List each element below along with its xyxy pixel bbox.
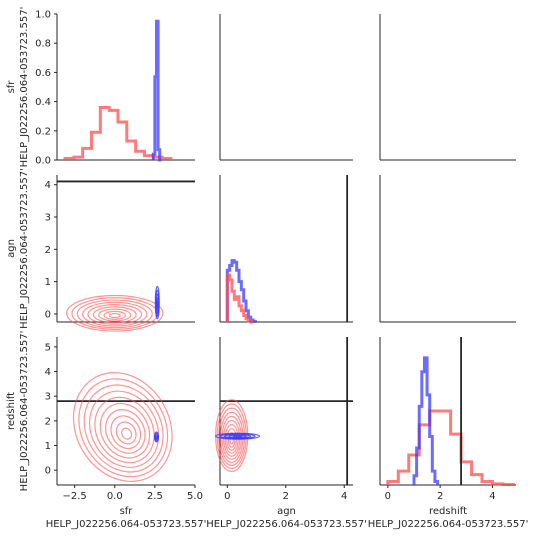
- sfr-agn-prior-contour: [87, 303, 143, 325]
- x-tick-label: 2.5: [147, 491, 163, 502]
- sfr-agn-prior-contour: [76, 299, 153, 329]
- agn-redshift-posterior-contour: [215, 432, 261, 440]
- sfr-redshift-prior-contour: [88, 390, 160, 468]
- sfr-redshift-prior-contour: [83, 384, 164, 473]
- x-axis-object-label: HELP_J022256.064-053723.557': [46, 519, 207, 530]
- y-tick-label: 3: [45, 392, 51, 403]
- y-tick-label: 1.0: [35, 10, 51, 21]
- redshift-prior-histogram: [386, 409, 515, 487]
- sfr-agn-posterior-contour: [154, 285, 160, 320]
- y-tick-label: 0.8: [35, 39, 51, 50]
- sfr-redshift-prior-contour: [94, 396, 155, 464]
- y-tick-label: 2: [45, 416, 51, 427]
- redshift-posterior-histogram: [412, 356, 440, 485]
- y-tick-label: 0.6: [35, 68, 51, 79]
- x-tick-label: 0: [224, 491, 230, 502]
- agn-prior-histogram: [225, 273, 254, 324]
- y-tick-label: 2: [45, 245, 51, 256]
- y-axis-object-label: HELP_J022256.064-053723.557': [19, 331, 30, 492]
- y-tick-label: 1: [45, 277, 51, 288]
- y-axis-object-label: HELP_J022256.064-053723.557': [19, 168, 30, 329]
- sfr-redshift-prior-contour: [72, 372, 173, 482]
- sfr-redshift-prior-contour: [110, 415, 142, 450]
- sfr-redshift-prior-contour: [78, 378, 169, 478]
- y-axis-label-agn: agn: [6, 239, 17, 258]
- x-axis-label-sfr: sfr: [120, 506, 134, 517]
- y-axis-label-sfr: sfr: [6, 80, 17, 94]
- x-tick-label: 5.0: [187, 491, 203, 502]
- y-axis-label-redshift: redshift: [6, 392, 17, 430]
- y-tick-label: 0: [45, 466, 51, 477]
- agn-redshift-prior-contour: [218, 407, 246, 466]
- y-tick-label: 3: [45, 213, 51, 224]
- sfr-redshift-posterior-contour: [153, 431, 160, 443]
- sfr-posterior-histogram: [151, 19, 162, 162]
- sfr-agn-prior-contour: [66, 294, 164, 332]
- x-tick-label: 4: [489, 491, 495, 502]
- y-axis-object-label: HELP_J022256.064-053723.557': [19, 7, 30, 168]
- agn-redshift-posterior-contour: [232, 435, 243, 438]
- y-tick-label: 0.4: [35, 97, 51, 108]
- sfr-agn-prior-contour: [103, 310, 127, 320]
- sfr-redshift-prior-contour: [105, 409, 146, 454]
- x-tick-label: −2.5: [63, 491, 87, 502]
- y-tick-label: 4: [45, 180, 51, 191]
- sfr-redshift-prior-contour: [115, 421, 137, 445]
- y-tick-label: 0.0: [35, 156, 51, 167]
- x-tick-label: 4: [341, 491, 347, 502]
- y-tick-label: 0.2: [35, 126, 51, 137]
- x-tick-label: 2: [437, 491, 443, 502]
- sfr-redshift-prior-contour: [99, 402, 151, 459]
- sfr-agn-prior-contour: [92, 306, 137, 324]
- sfr-agn-prior-contour: [108, 313, 121, 319]
- x-tick-label: 0.0: [107, 491, 123, 502]
- x-axis-object-label: HELP_J022256.064-053723.557': [206, 519, 367, 530]
- sfr-redshift-prior-contour: [121, 427, 133, 440]
- x-axis-label-redshift: redshift: [429, 506, 467, 517]
- y-tick-label: 4: [45, 367, 51, 378]
- y-tick-label: 0: [45, 309, 51, 320]
- x-tick-label: 0: [385, 491, 391, 502]
- sfr-agn-prior-contour: [82, 301, 148, 327]
- y-tick-label: 5: [45, 342, 51, 353]
- x-tick-label: 2: [283, 491, 289, 502]
- y-tick-label: 1: [45, 441, 51, 452]
- x-axis-object-label: HELP_J022256.064-053723.557': [368, 519, 529, 530]
- sfr-agn-prior-contour: [98, 308, 132, 322]
- x-axis-label-agn: agn: [277, 506, 296, 517]
